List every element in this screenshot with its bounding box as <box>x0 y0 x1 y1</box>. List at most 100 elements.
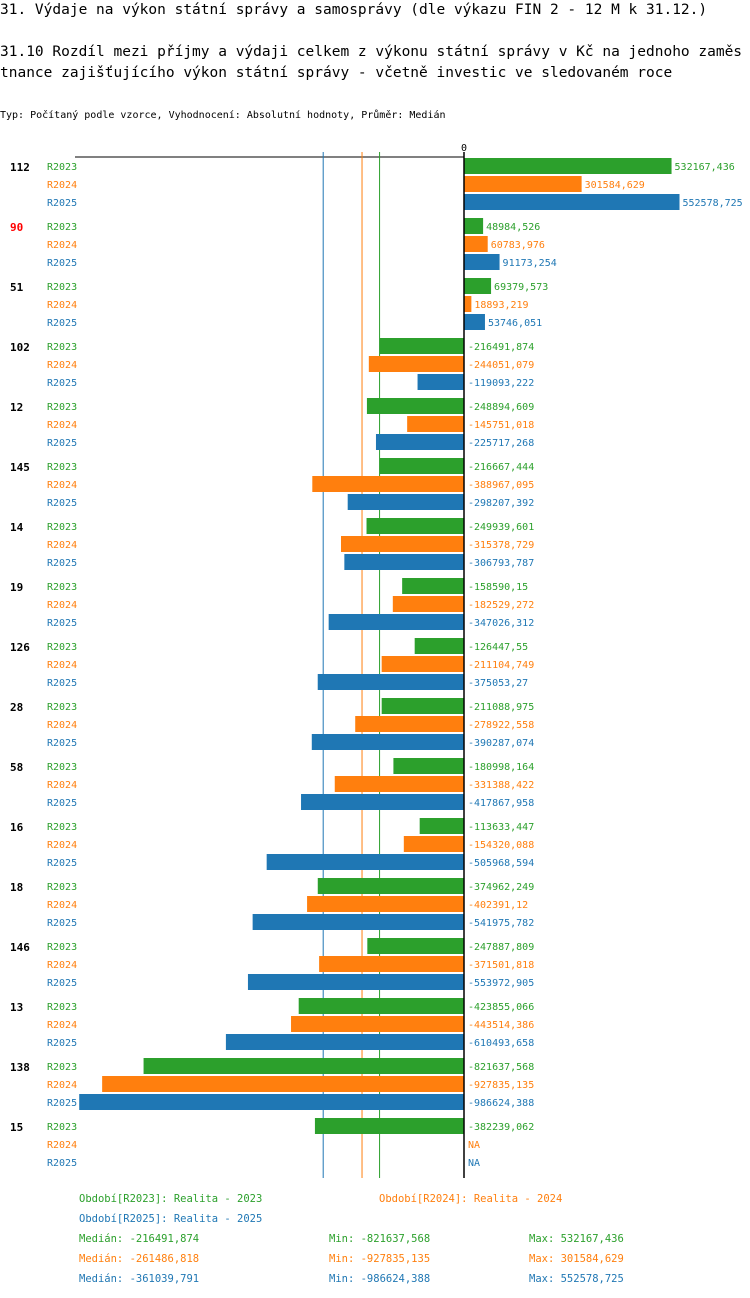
value-label: 91173,254 <box>503 258 557 269</box>
value-label: -158590,15 <box>468 582 528 593</box>
bar-112-R2023 <box>464 158 672 174</box>
value-label: -298207,392 <box>468 498 534 509</box>
value-label: -306793,787 <box>468 558 534 569</box>
series-label: R2023 <box>47 1122 77 1133</box>
series-label: R2023 <box>47 522 77 533</box>
bar-138-R2023 <box>143 1058 465 1074</box>
bar-90-R2023 <box>464 218 484 234</box>
series-label: R2025 <box>47 1158 77 1169</box>
value-label: -145751,018 <box>468 420 534 431</box>
bar-18-R2025 <box>252 914 464 930</box>
bar-13-R2025 <box>225 1034 464 1050</box>
category-label: 12 <box>10 401 23 414</box>
series-label: R2025 <box>47 798 77 809</box>
series-label: R2024 <box>47 480 77 491</box>
value-label: -225717,268 <box>468 438 534 449</box>
series-label: R2023 <box>47 942 77 953</box>
page-title: 31. Výdaje na výkon státní správy a samo… <box>0 2 708 18</box>
category-label: 112 <box>10 161 30 174</box>
value-label: -278922,558 <box>468 720 534 731</box>
value-label: 60783,976 <box>491 240 545 251</box>
value-label: NA <box>468 1158 480 1169</box>
category-label: 16 <box>10 821 24 834</box>
max-r2025: Max: 552578,725 <box>529 1273 624 1285</box>
median-r2025: Medián: -361039,791 <box>79 1273 200 1285</box>
series-label: R2023 <box>47 1002 77 1013</box>
max-r2023: Max: 532167,436 <box>529 1233 624 1245</box>
category-label: 18 <box>10 881 23 894</box>
category-label: 138 <box>10 1061 30 1074</box>
category-label: 19 <box>10 581 23 594</box>
value-label: -216491,874 <box>468 342 534 353</box>
category-label: 15 <box>10 1121 23 1134</box>
value-label: 69379,573 <box>494 282 548 293</box>
bar-13-R2024 <box>291 1016 464 1032</box>
series-label: R2024 <box>47 660 77 671</box>
bar-19-R2024 <box>392 596 464 612</box>
series-label: R2024 <box>47 720 77 731</box>
value-label: -211088,975 <box>468 702 534 713</box>
value-label: -244051,079 <box>468 360 534 371</box>
value-label: -986624,388 <box>468 1098 534 1109</box>
series-label: R2023 <box>47 1062 77 1073</box>
bar-16-R2025 <box>266 854 464 870</box>
series-label: R2024 <box>47 780 77 791</box>
series-label: R2025 <box>47 738 77 749</box>
series-label: R2024 <box>47 960 77 971</box>
value-label: 552578,725 <box>683 198 743 209</box>
series-label: R2025 <box>47 1098 77 1109</box>
bar-12-R2025 <box>375 434 464 450</box>
value-label: -443514,386 <box>468 1020 534 1031</box>
series-label: R2025 <box>47 978 77 989</box>
bar-138-R2025 <box>79 1094 464 1110</box>
value-label: -180998,164 <box>468 762 534 773</box>
value-label: -382239,062 <box>468 1122 534 1133</box>
value-label: -374962,249 <box>468 882 534 893</box>
series-label: R2024 <box>47 900 77 911</box>
category-label: 51 <box>10 281 24 294</box>
bar-12-R2024 <box>407 416 464 432</box>
bar-14-R2024 <box>341 536 464 552</box>
series-label: R2025 <box>47 618 77 629</box>
bar-18-R2023 <box>317 878 464 894</box>
value-label: 532167,436 <box>675 162 735 173</box>
value-label: -821637,568 <box>468 1062 534 1073</box>
value-label: -248894,609 <box>468 402 534 413</box>
value-label: -331388,422 <box>468 780 534 791</box>
zero-tick-label: 0 <box>461 143 467 154</box>
bar-14-R2023 <box>366 518 464 534</box>
series-label: R2025 <box>47 378 77 389</box>
value-label: -553972,905 <box>468 978 534 989</box>
category-label: 28 <box>10 701 23 714</box>
bar-28-R2023 <box>381 698 464 714</box>
series-label: R2023 <box>47 402 77 413</box>
min-r2024: Min: -927835,135 <box>329 1253 431 1265</box>
series-label: R2023 <box>47 282 77 293</box>
category-label: 102 <box>10 341 30 354</box>
max-r2024: Max: 301584,629 <box>529 1253 624 1265</box>
bar-102-R2024 <box>368 356 464 372</box>
bar-28-R2025 <box>311 734 464 750</box>
bar-13-R2023 <box>298 998 464 1014</box>
series-label: R2025 <box>47 498 77 509</box>
value-label: -541975,782 <box>468 918 534 929</box>
value-label: -417867,958 <box>468 798 534 809</box>
series-label: R2025 <box>47 558 77 569</box>
bar-112-R2024 <box>464 176 582 192</box>
series-label: R2023 <box>47 882 77 893</box>
bar-19-R2025 <box>328 614 464 630</box>
series-label: R2023 <box>47 462 77 473</box>
value-label: -423855,066 <box>468 1002 534 1013</box>
bar-146-R2023 <box>367 938 464 954</box>
series-label: R2024 <box>47 840 77 851</box>
bar-126-R2024 <box>381 656 464 672</box>
chart-info: Typ: Počítaný podle vzorce, Vyhodnocení:… <box>0 110 446 121</box>
bar-18-R2024 <box>307 896 464 912</box>
value-label: -154320,088 <box>468 840 534 851</box>
series-label: R2023 <box>47 702 77 713</box>
legend-r2025: Období[R2025]: Realita - 2025 <box>79 1213 263 1225</box>
median-r2024: Medián: -261486,818 <box>79 1253 200 1265</box>
value-label: -211104,749 <box>468 660 534 671</box>
bar-28-R2024 <box>355 716 464 732</box>
bar-14-R2025 <box>344 554 464 570</box>
